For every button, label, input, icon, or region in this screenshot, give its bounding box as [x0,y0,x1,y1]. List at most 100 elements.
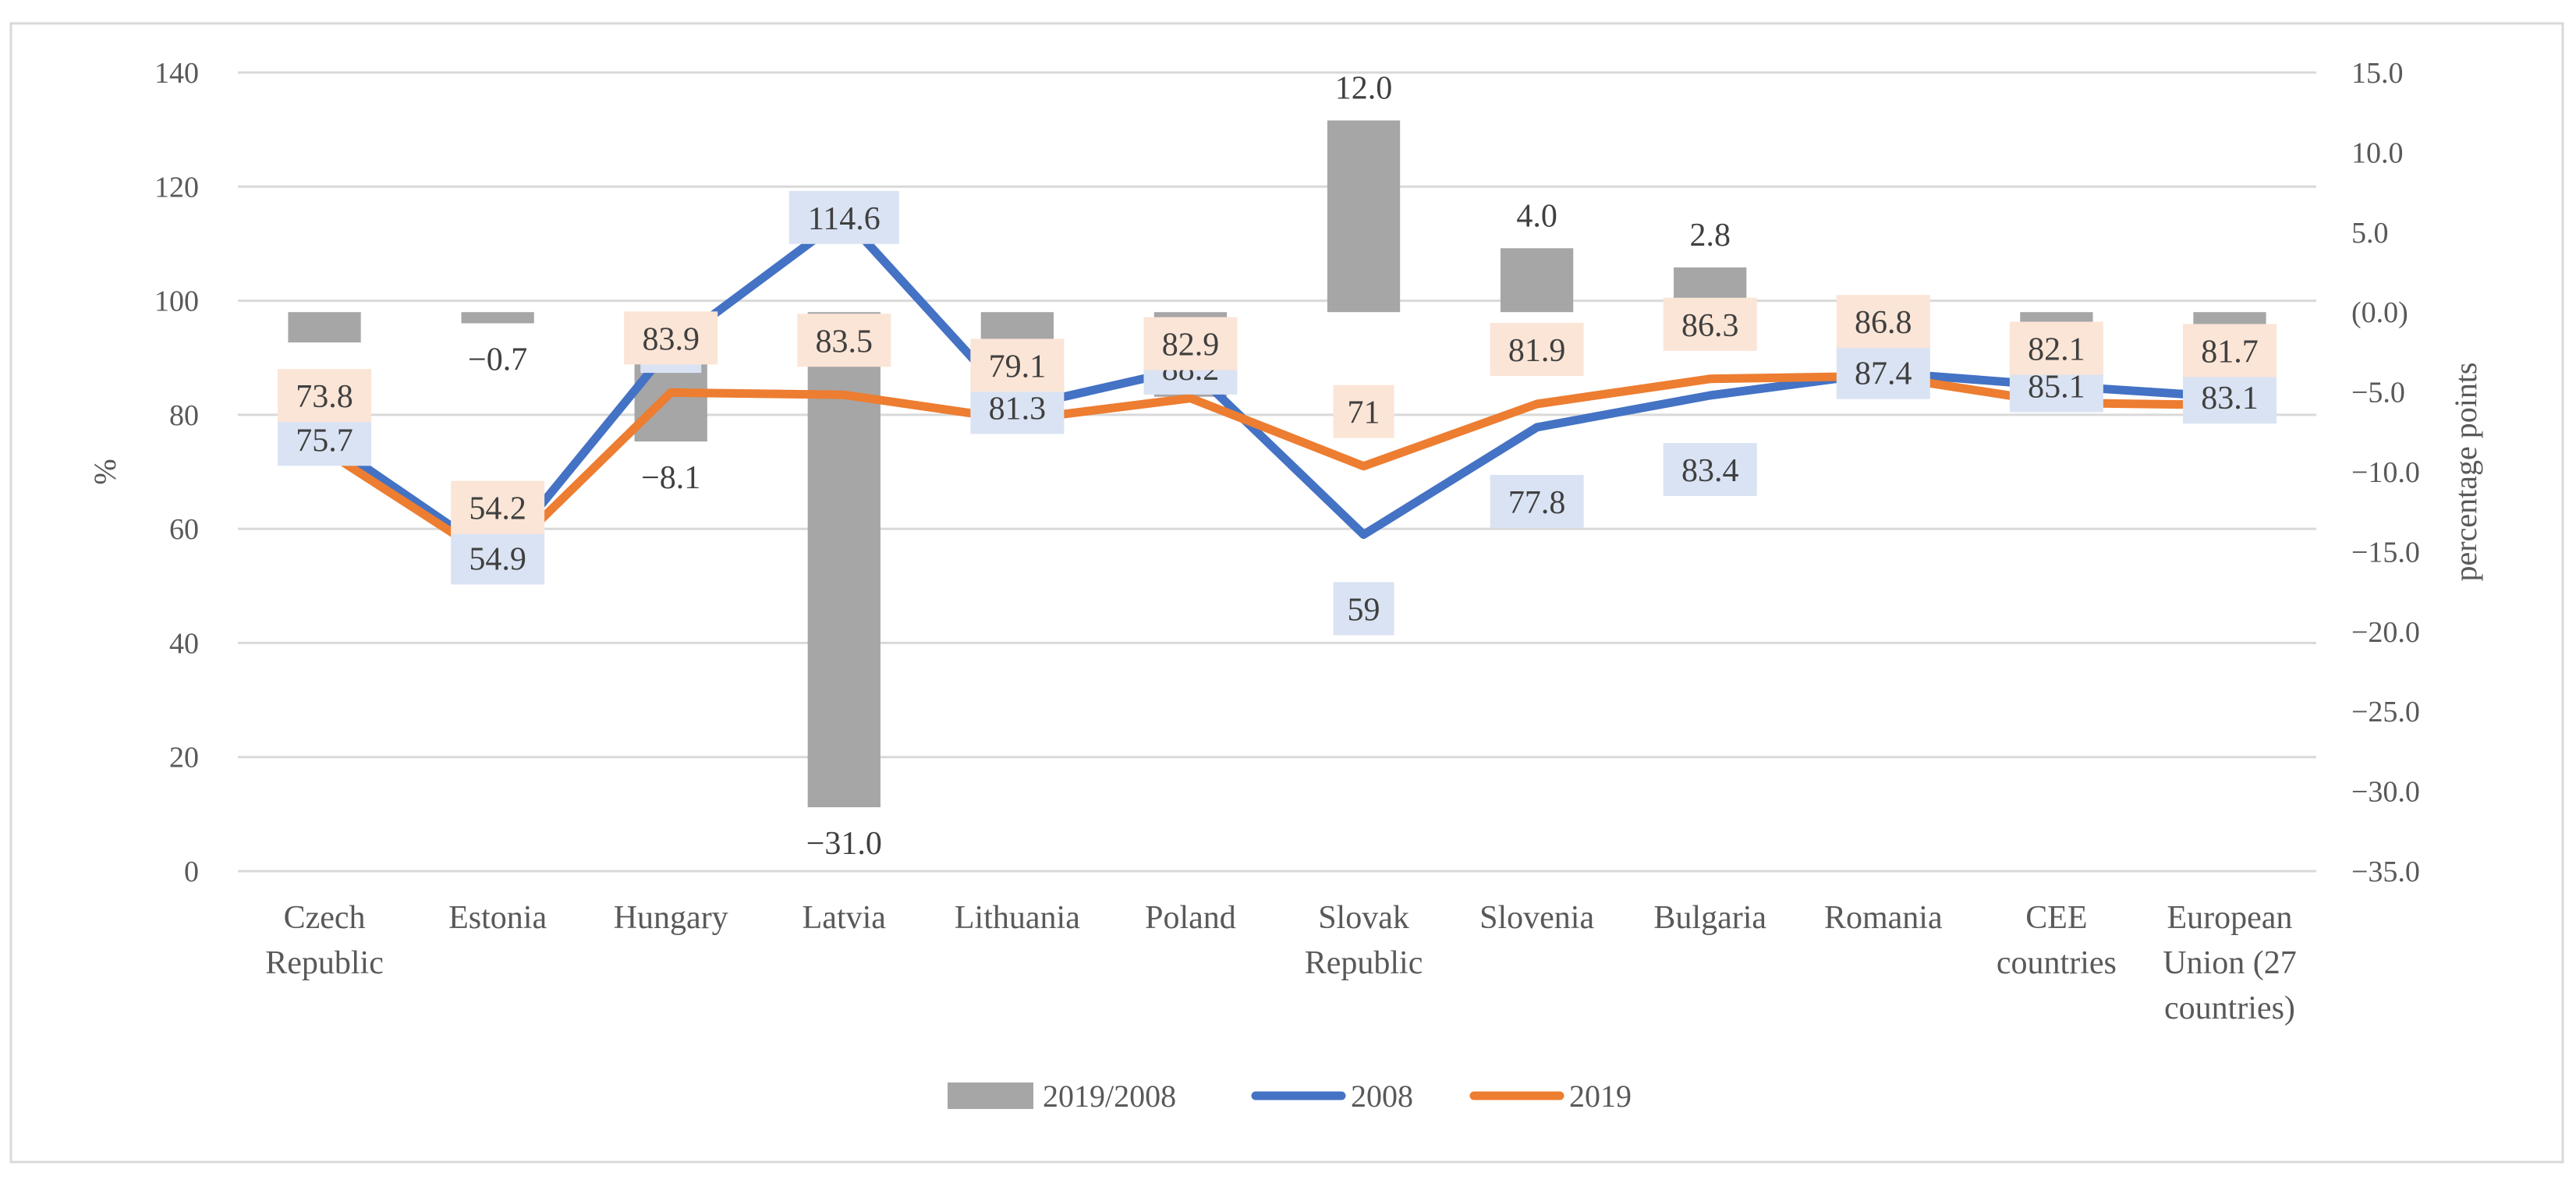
bar [1500,248,1574,313]
gridlines [238,71,2316,873]
label-2019-bg [1663,297,1757,351]
label-2019-bg [451,480,545,534]
label-2019-bg [1333,384,1394,438]
category-label: Republic [265,945,384,981]
bar [461,312,534,324]
label-2019: 81.9 [1508,333,1566,369]
label-2008-bg [1490,474,1584,528]
data-labels: −0.7−8.1−31.0−2.212.04.02.8−0.5−3.0−1.47… [278,70,2277,862]
category-label: Estonia [448,900,547,936]
category-label: Slovenia [1479,900,1594,936]
label-2008: 59 [1348,592,1380,628]
legend-label: 2019/2008 [1043,1079,1176,1114]
left-axis-tick: 0 [184,856,199,888]
label-2008: 54.9 [469,541,526,577]
right-axis-tick: 5.0 [2351,217,2389,250]
category-label: Bulgaria [1653,900,1766,936]
legend-swatch-bar [948,1082,1033,1109]
label-2019-bg [1836,295,1930,349]
label-2019-bg [797,314,891,367]
left-axis-tick: 60 [169,513,199,546]
label-2008: 77.8 [1508,485,1566,521]
label-2019-bg [970,338,1065,392]
bar-data-label: 4.0 [1516,198,1557,234]
label-2019: 82.9 [1162,328,1220,363]
label-2008-bg [2182,370,2277,424]
left-axis-tick: 40 [169,627,199,660]
category-label: CEE [2025,900,2087,936]
category-label: Lithuania [955,900,1080,936]
category-label: Slovak [1318,900,1409,936]
category-label: Hungary [614,900,728,936]
label-2008-bg [1836,345,1930,399]
bar [1327,120,1401,313]
left-axis-title: % [87,459,122,484]
right-axis-tick: −15.0 [2351,536,2420,569]
bar [807,312,881,808]
left-axis-tick: 120 [154,171,199,204]
bar-data-label: −8.1 [641,460,700,496]
left-axis-tick: 100 [154,285,199,318]
label-2019: 83.5 [816,324,873,360]
label-2019: 86.8 [1855,305,1912,341]
label-2019: 82.1 [2028,331,2085,367]
bar [288,312,361,343]
label-2019: 79.1 [989,349,1047,384]
bar-data-label: 12.0 [1335,70,1393,106]
left-axis-tick: 140 [154,57,199,90]
label-2008: 87.4 [1855,356,1912,392]
right-axis-tick: −5.0 [2351,377,2405,409]
label-2008: 114.6 [808,201,881,237]
left-axis-tick: 20 [169,742,199,774]
right-axis-tick: (0.0) [2351,296,2408,329]
bar-data-label: −0.7 [468,342,527,378]
right-axis-title: percentage points [2448,363,2483,582]
category-label: countries [1997,945,2117,981]
label-2019: 81.7 [2201,334,2259,370]
right-axis-tick: −30.0 [2351,776,2420,809]
label-2019-bg [2182,324,2277,377]
label-2019-bg [1490,322,1584,376]
category-label: Union (27 [2163,945,2297,981]
label-2008-bg [788,190,899,244]
category-label: Poland [1145,900,1236,936]
right-axis-tick: −35.0 [2351,856,2420,888]
right-axis-tick: −10.0 [2351,456,2420,489]
category-label: Latvia [803,900,887,936]
category-label: European [2167,900,2292,936]
category-label: Romania [1824,900,1943,936]
right-axis-tick: 10.0 [2351,136,2404,169]
category-label: Czech [284,900,366,936]
left-axis-tick: 80 [169,399,199,432]
legend-label: 2019 [1569,1079,1632,1114]
label-2008: 85.1 [2028,370,2085,406]
axes: 0 20 40 60 80 100 120 140 −35.0 −30.0 −25.0 −20.0 −1… [87,57,2483,1026]
category-label: Republic [1305,945,1423,981]
bar-data-label: −31.0 [806,826,882,862]
label-2008-bg [1333,582,1394,636]
bar-data-label: 2.8 [1689,218,1731,253]
label-2008: 75.7 [296,423,353,459]
legend-label: 2008 [1351,1079,1413,1114]
label-2019: 73.8 [296,379,353,415]
category-label: countries) [2164,990,2295,1026]
label-2019-bg [624,311,718,365]
right-axis-tick: 15.0 [2351,57,2404,90]
chart-border [9,22,2564,1164]
label-2019: 71 [1348,395,1380,431]
label-2019-bg [2009,321,2103,375]
legend: 2019/2008 2008 2019 [948,1079,1632,1114]
label-2019: 86.3 [1681,308,1739,344]
label-2008-bg [1663,442,1757,496]
label-2008-bg [451,531,545,585]
label-2019: 54.2 [469,491,526,527]
label-2008: 83.4 [1681,453,1739,489]
label-2008: 81.3 [989,391,1047,427]
right-axis-tick: −20.0 [2351,616,2420,649]
label-2019-bg [1143,317,1238,370]
label-2008: 83.1 [2201,381,2259,416]
label-2019: 83.9 [642,321,700,357]
right-axis-tick: −25.0 [2351,696,2420,728]
label-2019-bg [278,369,372,423]
